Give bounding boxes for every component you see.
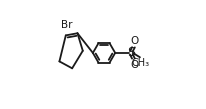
Text: Br: Br	[60, 20, 72, 30]
Text: S: S	[126, 46, 135, 59]
Text: O: O	[130, 60, 138, 70]
Text: CH₃: CH₃	[130, 58, 149, 68]
Text: O: O	[130, 36, 138, 46]
